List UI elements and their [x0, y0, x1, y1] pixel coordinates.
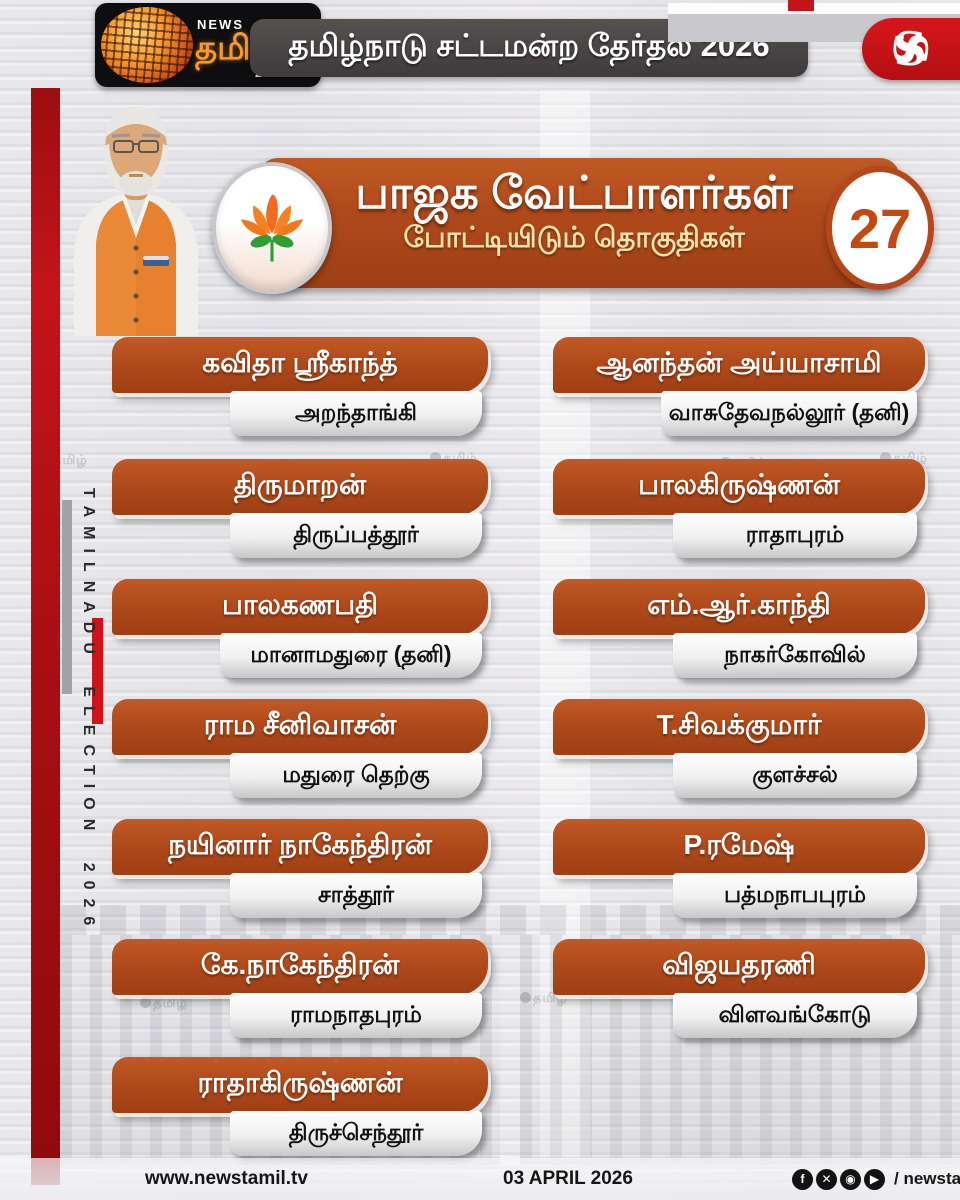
candidate-entry: ராதாகிருஷ்ணன் திருச்செந்தூர்	[112, 1057, 488, 1158]
globe-icon	[430, 452, 441, 463]
candidate-entry: எம்.ஆர்.காந்தி நாகர்கோவில்	[553, 579, 925, 680]
candidate-name-bar: ராதாகிருஷ்ணன்	[112, 1057, 488, 1113]
pinwheel-icon: S S	[883, 22, 937, 76]
side-vertical-text: TAMILNADU ELECTION 2026	[80, 488, 97, 935]
facebook-icon[interactable]: f	[792, 1168, 813, 1190]
constituency-name: விளவங்கோடு	[718, 1000, 872, 1027]
modi-photo	[74, 107, 198, 336]
candidate-name: ஆனந்தன் அய்யாசாமி	[596, 347, 882, 378]
constituency-bar: அறந்தாங்கி	[230, 391, 482, 436]
candidate-name: திருமாறன்	[233, 469, 367, 500]
globe-icon	[880, 452, 891, 463]
constituency-name: வாசுதேவநல்லூர் (தனி)	[668, 398, 910, 425]
globe-icon	[101, 7, 193, 83]
side-gray-bar	[62, 500, 72, 694]
candidate-name-bar: ராம சீனிவாசன்	[112, 699, 488, 755]
side-red-bar	[92, 618, 103, 724]
candidate-name: எம்.ஆர்.காந்தி	[647, 589, 831, 620]
candidate-name-bar: நயினார் நாகேந்திரன்	[112, 819, 488, 875]
constituency-name: சாத்தூர்	[318, 880, 394, 907]
candidate-name-bar: P.ரமேஷ்	[553, 819, 925, 875]
candidate-entry: திருமாறன் திருப்பத்தூர்	[112, 459, 488, 560]
lotus-icon	[240, 194, 304, 262]
candidate-name: பாலகிருஷ்ணன்	[638, 469, 840, 500]
candidate-name: நயினார் நாகேந்திரன்	[168, 829, 432, 860]
candidate-name: கவிதா ஸ்ரீகாந்த்	[202, 347, 398, 378]
title-subtitle: போட்டியிடும் தொகுதிகள்	[403, 221, 745, 254]
title-banner	[258, 158, 900, 288]
candidate-name: பாலகணபதி	[221, 589, 379, 620]
constituency-bar: வாசுதேவநல்லூர் (தனி)	[661, 391, 917, 436]
constituency-bar: ராமநாதபுரம்	[230, 993, 482, 1038]
constituency-name: திருச்செந்தூர்	[288, 1118, 424, 1145]
constituency-bar: நாகர்கோவில்	[673, 633, 917, 678]
candidate-name-bar: பாலகணபதி	[112, 579, 488, 635]
bjp-logo-circle	[212, 162, 332, 294]
constituency-bar: விளவங்கோடு	[673, 993, 917, 1038]
instagram-icon[interactable]: ◉	[840, 1168, 861, 1190]
candidate-name: விஜயதரணி	[662, 949, 816, 980]
constituency-bar: குளச்சல்	[673, 753, 917, 798]
candidate-name-bar: T.சிவக்குமார்	[553, 699, 925, 755]
candidate-entry: நயினார் நாகேந்திரன் சாத்தூர்	[112, 819, 488, 920]
candidate-entry: ஆனந்தன் அய்யாசாமி வாசுதேவநல்லூர் (தனி)	[553, 337, 925, 438]
candidate-name-bar: கே.நாகேந்திரன்	[112, 939, 488, 995]
constituency-bar: ராதாபுரம்	[673, 513, 917, 558]
constituency-bar: மானாமதுரை (தனி)	[220, 633, 482, 678]
candidate-name: கே.நாகேந்திரன்	[200, 949, 400, 980]
candidate-entry: T.சிவக்குமார் குளச்சல்	[553, 699, 925, 800]
candidate-entry: ராம சீனிவாசன் மதுரை தெற்கு	[112, 699, 488, 800]
footer-date: 03 APRIL 2026	[503, 1168, 633, 1189]
constituency-name: ராதாபுரம்	[745, 520, 845, 547]
constituency-name: அறந்தாங்கி	[295, 398, 417, 425]
top-right-red-block	[788, 0, 814, 11]
constituency-name: ராமநாதபுரம்	[290, 1000, 422, 1027]
candidate-entry: கே.நாகேந்திரன் ராமநாதபுரம்	[112, 939, 488, 1040]
globe-icon	[140, 997, 151, 1008]
candidate-name-bar: ஆனந்தன் அய்யாசாமி	[553, 337, 925, 393]
left-red-rail	[31, 88, 60, 1185]
candidate-entry: விஜயதரணி விளவங்கோடு	[553, 939, 925, 1040]
constituency-name: நாகர்கோவில்	[724, 640, 866, 667]
candidate-name: ராம சீனிவாசன்	[203, 709, 397, 740]
constituency-name: மானாமதுரை (தனி)	[250, 640, 452, 667]
constituency-bar: மதுரை தெற்கு	[230, 753, 482, 798]
logo-news-label: NEWS	[197, 17, 244, 32]
candidate-entry: கவிதா ஸ்ரீகாந்த் அறந்தாங்கி	[112, 337, 488, 438]
youtube-icon[interactable]: ▶	[864, 1168, 885, 1190]
constituency-name: பத்மநாபபுரம்	[724, 880, 866, 907]
candidate-name-bar: பாலகிருஷ்ணன்	[553, 459, 925, 515]
title-text: பாஜக வேட்பாளர்கள் போட்டியிடும் தொகுதிகள்	[330, 168, 818, 258]
globe-icon	[520, 992, 531, 1003]
title-main: பாஜக வேட்பாளர்கள்	[355, 167, 793, 218]
candidate-count: 27	[848, 196, 912, 260]
constituency-bar: திருப்பத்தூர்	[230, 513, 482, 558]
channel-mark-pill: S S	[862, 18, 960, 80]
constituency-name: திருப்பத்தூர்	[293, 520, 419, 547]
constituency-bar: பத்மநாபபுரம்	[673, 873, 917, 918]
constituency-name: குளச்சல்	[752, 760, 838, 787]
candidate-name: P.ரமேஷ்	[683, 829, 795, 860]
candidate-name-bar: கவிதா ஸ்ரீகாந்த்	[112, 337, 488, 393]
footer-social: f ✕ ◉ ▶ / newstamiltv24x7	[792, 1168, 960, 1190]
candidate-name: T.சிவக்குமார்	[656, 709, 822, 740]
footer-website: www.newstamil.tv	[145, 1168, 308, 1189]
candidate-entry: பாலகணபதி மானாமதுரை (தனி)	[112, 579, 488, 680]
constituency-bar: திருச்செந்தூர்	[230, 1111, 482, 1156]
footer-social-handle[interactable]: / newstamiltv24x7	[894, 1169, 960, 1188]
constituency-bar: சாத்தூர்	[230, 873, 482, 918]
footer: www.newstamil.tv 03 APRIL 2026 f ✕ ◉ ▶ /…	[0, 1158, 960, 1200]
constituency-name: மதுரை தெற்கு	[282, 760, 430, 787]
x-icon[interactable]: ✕	[816, 1168, 837, 1190]
candidate-entry: P.ரமேஷ் பத்மநாபபுரம்	[553, 819, 925, 920]
candidate-name-bar: விஜயதரணி	[553, 939, 925, 995]
candidate-name-bar: எம்.ஆர்.காந்தி	[553, 579, 925, 635]
candidate-name-bar: திருமாறன்	[112, 459, 488, 515]
candidate-entry: பாலகிருஷ்ணன் ராதாபுரம்	[553, 459, 925, 560]
candidate-count-badge: 27	[826, 166, 934, 290]
watermark: தமிழ்	[140, 995, 188, 1012]
candidate-name: ராதாகிருஷ்ணன்	[197, 1067, 403, 1098]
top-right-white-strip	[668, 3, 960, 14]
